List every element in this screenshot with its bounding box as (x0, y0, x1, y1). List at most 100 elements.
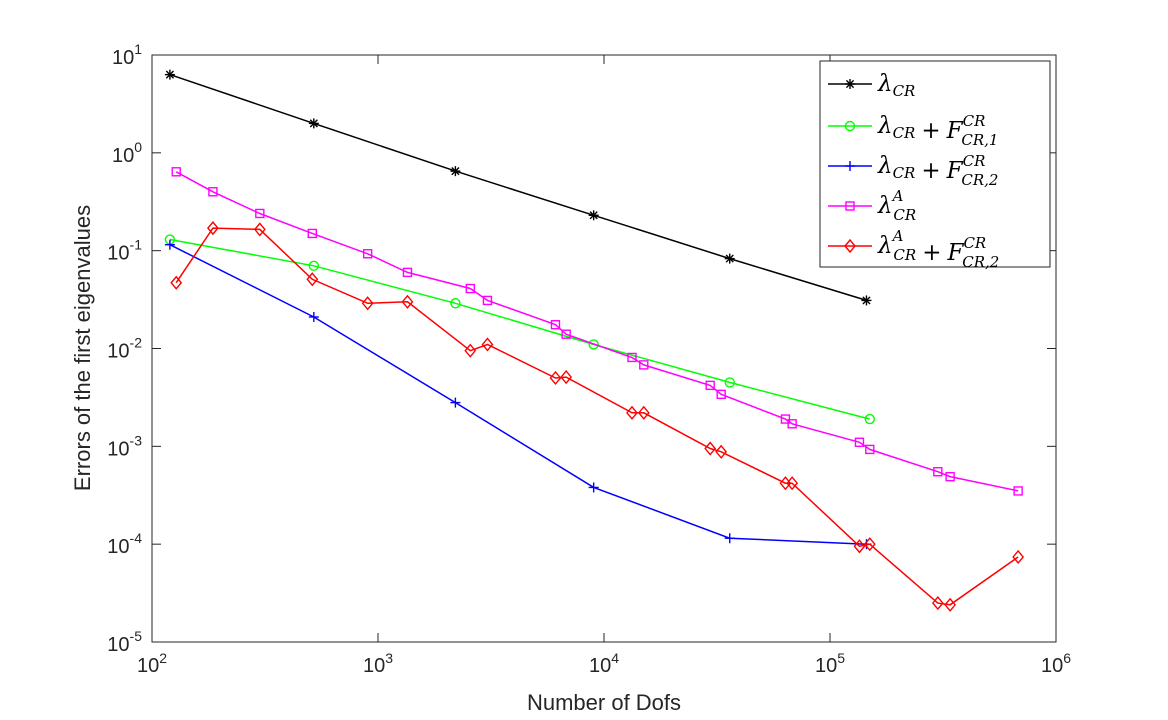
data-point (639, 360, 649, 370)
data-point (863, 537, 876, 552)
data-point (306, 272, 319, 287)
data-point (637, 405, 650, 420)
legend-box (819, 60, 1051, 268)
data-point (715, 444, 728, 459)
data-point (588, 482, 599, 493)
data-point (308, 260, 320, 272)
y-tick-label: 10-4 (107, 530, 142, 558)
x-axis-label: Number of Dofs (527, 690, 681, 715)
legend-item-0: λCR (828, 71, 915, 100)
legend-swatch-marker (845, 201, 855, 211)
legend-label: λCR + FCR CR,2 (877, 152, 998, 189)
data-point (780, 414, 791, 424)
data-point (450, 166, 461, 177)
data-point (724, 253, 735, 264)
x-tick-label: 103 (363, 650, 393, 677)
y-tick-label: 10-3 (107, 432, 142, 460)
series-line (169, 238, 870, 420)
x-tick-label: 105 (815, 650, 845, 677)
data-point (549, 370, 562, 386)
y-tick-label: 101 (112, 41, 142, 69)
data-point (786, 476, 799, 491)
legend-swatch-marker (845, 79, 855, 89)
series-layer (164, 69, 1025, 612)
data-point (853, 539, 866, 554)
data-point (464, 343, 477, 358)
data-point (465, 283, 475, 294)
data-point (164, 239, 175, 250)
series-0 (164, 69, 872, 306)
x-tick-label: 106 (1041, 650, 1071, 677)
legend-label: λCR + FCR CR,1 (877, 112, 998, 149)
y-axis-label: Errors of the first eigenvalues (70, 205, 95, 491)
data-point (482, 295, 493, 306)
data-point (627, 352, 637, 363)
data-point (724, 533, 735, 544)
legend-label: λA CR (877, 187, 916, 224)
data-point (945, 471, 955, 482)
data-point (450, 397, 461, 408)
data-point (171, 167, 181, 177)
series-line (175, 227, 1019, 606)
data-point (1012, 549, 1025, 565)
data-point (308, 118, 319, 129)
data-point (1013, 486, 1023, 496)
data-point (164, 69, 175, 80)
data-point (255, 208, 265, 219)
data-point (724, 377, 735, 388)
data-point (361, 296, 374, 311)
data-point (944, 597, 957, 612)
data-point (481, 337, 494, 352)
data-point (626, 405, 638, 420)
series-line (169, 73, 867, 302)
data-point (931, 595, 944, 611)
data-point (401, 294, 414, 309)
data-point (865, 444, 875, 455)
y-tick-label: 100 (112, 139, 142, 167)
data-point (308, 311, 319, 322)
data-point (588, 210, 599, 221)
data-point (253, 222, 266, 237)
data-point (704, 441, 717, 456)
legend-item-1: λCR + FCR CR,1 (828, 112, 998, 149)
data-point (561, 329, 571, 339)
legend-item-2: λCR + FCR CR,2 (828, 152, 998, 189)
data-point (705, 380, 715, 391)
data-point (861, 295, 872, 306)
legend-item-3: λA CR (828, 187, 916, 224)
data-point (864, 413, 875, 425)
y-tick-label: 10-1 (107, 237, 142, 265)
legend-label: λCR (877, 71, 915, 100)
legend-swatch-marker (844, 120, 856, 132)
data-point (550, 320, 561, 330)
series-3 (171, 167, 1023, 496)
data-point (170, 275, 183, 290)
tick-labels-layer: 102 103 104 105 106 10-5 10-4 10-3 10-2 10-1 100 10… (107, 41, 1071, 677)
y-tick-label: 10-5 (107, 628, 142, 656)
data-point (362, 249, 373, 259)
data-point (933, 467, 943, 477)
data-point (588, 339, 599, 350)
data-point (307, 228, 317, 239)
series-4 (170, 221, 1025, 612)
data-point (560, 370, 573, 385)
ticks-layer (151, 54, 1057, 643)
data-point (787, 419, 797, 429)
legend-swatch-marker (844, 238, 856, 254)
data-point (402, 267, 413, 278)
data-point (716, 389, 726, 400)
data-point (854, 437, 865, 447)
legend-label: λA CR + FCR CR,2 (877, 227, 999, 271)
y-tick-label: 10-2 (107, 335, 142, 363)
legend-swatch-marker (845, 161, 855, 171)
legend-item-4: λA CR + FCR CR,2 (828, 227, 999, 271)
data-point (206, 221, 219, 236)
data-point (450, 298, 461, 309)
x-tick-label: 102 (137, 650, 167, 677)
series-line (169, 244, 867, 545)
x-tick-label: 104 (589, 650, 619, 677)
data-point (208, 187, 218, 197)
